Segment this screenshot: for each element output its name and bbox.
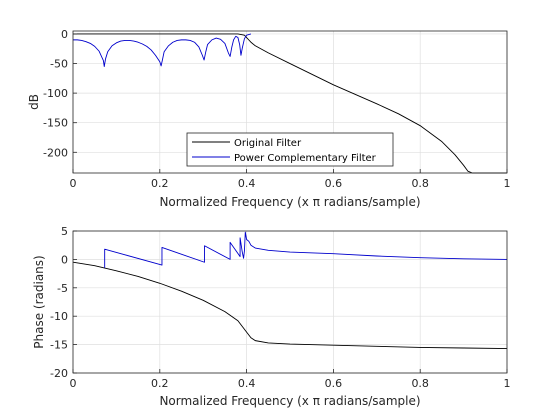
magnitude-ylabel: dB <box>27 94 41 110</box>
phase-ytick-label: -15 <box>50 339 68 352</box>
phase-axes: 0 0.2 0.4 0.6 0.8 1 5 0 -5 -10 -15 -20 Normalized F… <box>32 225 511 408</box>
magnitude-ytick-label: -200 <box>43 146 68 159</box>
phase-ytick-label: 5 <box>61 225 68 238</box>
magnitude-plot-frame <box>72 30 508 174</box>
phase-xtick-label: 0.6 <box>325 377 343 390</box>
phase-ylabel: Phase (radians) <box>32 255 46 348</box>
magnitude-series-power-complementary-filter <box>73 33 252 67</box>
magnitude-ytick-label: 0 <box>61 28 68 41</box>
magnitude-xtick-label: 0.6 <box>325 177 343 190</box>
legend-box <box>186 132 394 167</box>
phase-xtick-label: 0 <box>70 377 77 390</box>
phase-ticks: 0 0.2 0.4 0.6 0.8 1 5 0 -5 -10 -15 -20 <box>50 225 510 390</box>
phase-ytick-label: -20 <box>50 367 68 380</box>
magnitude-ytick-label: -150 <box>43 117 68 130</box>
legend: Original Filter Power Complementary Filt… <box>186 132 394 167</box>
phase-xtick-label: 0.2 <box>151 377 169 390</box>
magnitude-xtick-label: 0.2 <box>151 177 169 190</box>
phase-plot-frame <box>72 230 508 374</box>
phase-plot-area <box>73 231 507 373</box>
magnitude-xtick-label: 0.4 <box>238 177 256 190</box>
magnitude-axes: 0 0.2 0.4 0.6 0.8 1 0 -50 -100 -150 -200 Normalize… <box>27 28 511 209</box>
phase-lines <box>72 231 508 350</box>
legend-label-original: Original Filter <box>234 138 302 149</box>
magnitude-xtick-label: 0 <box>70 177 77 190</box>
magnitude-ytick-label: -50 <box>50 58 68 71</box>
magnitude-ytick-label: -100 <box>43 87 68 100</box>
phase-xtick-label: 0.8 <box>411 377 429 390</box>
magnitude-xtick-label: 0.8 <box>411 177 429 190</box>
phase-xtick-label: 1 <box>504 377 511 390</box>
magnitude-series-original-filter <box>73 33 507 174</box>
phase-xlabel: Normalized Frequency (x π radians/sample… <box>159 394 420 408</box>
phase-xtick-label: 0.4 <box>238 377 256 390</box>
phase-series-power-complementary-filter <box>104 231 508 268</box>
magnitude-ticks: 0 0.2 0.4 0.6 0.8 1 0 -50 -100 -150 -200 <box>43 28 510 190</box>
magnitude-lines <box>73 33 507 174</box>
phase-ytick-label: -10 <box>50 310 68 323</box>
phase-ytick-label: 0 <box>61 253 68 266</box>
magnitude-xtick-label: 1 <box>504 177 511 190</box>
phase-series-original-filter <box>72 261 508 350</box>
phase-ytick-label: -5 <box>57 282 68 295</box>
legend-label-complementary: Power Complementary Filter <box>234 153 377 164</box>
magnitude-xlabel: Normalized Frequency (x π radians/sample… <box>159 195 420 209</box>
